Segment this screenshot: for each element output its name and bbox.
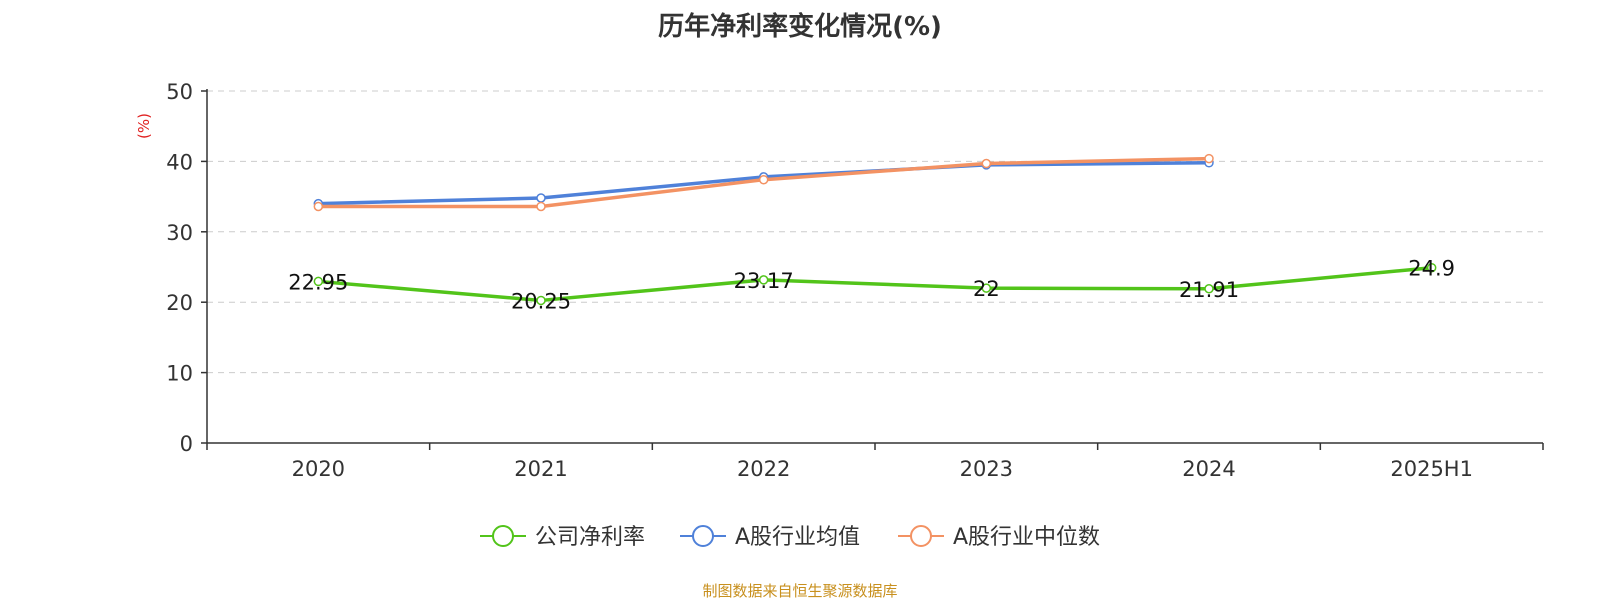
data-point <box>313 201 324 212</box>
data-point <box>1426 262 1437 273</box>
source-note: 制图数据来自恒生聚源数据库 <box>702 582 898 600</box>
grid-lines <box>207 90 1543 374</box>
data-label: 20.25 <box>511 289 571 313</box>
data-point <box>536 295 546 306</box>
x-tick-label: 2021 <box>514 457 567 481</box>
data-label: 21.91 <box>1179 278 1239 302</box>
legend-label: A股行业均值 <box>735 525 860 550</box>
legend-marker <box>910 525 932 547</box>
x-tick-label: 2020 <box>292 457 345 481</box>
data-point <box>313 276 324 287</box>
data-label: 23.17 <box>734 269 794 293</box>
data-point <box>758 174 769 185</box>
data-label: 22.95 <box>288 270 348 294</box>
axes: 0 10 20 30 40 50 2020 2021 2022 2023 2024 2025H1 (%) <box>135 80 1544 481</box>
data-point <box>1204 153 1214 164</box>
data-point <box>758 275 769 285</box>
data-label: 22 <box>973 277 1000 301</box>
x-tick-label: 2022 <box>737 457 790 481</box>
data-point <box>1204 284 1214 294</box>
legend-label: A股行业中位数 <box>953 525 1100 550</box>
legend-marker <box>492 525 514 547</box>
data-point <box>536 193 546 203</box>
x-tick-label: 2023 <box>960 457 1013 481</box>
data-label: 24.9 <box>1408 257 1455 281</box>
y-axis-label: (%) <box>135 113 153 139</box>
y-tick-label: 40 <box>166 150 193 174</box>
legend-marker <box>692 525 714 547</box>
y-tick-label: 10 <box>166 362 193 386</box>
data-point <box>981 158 992 169</box>
y-tick-label: 30 <box>166 221 193 245</box>
series-line <box>318 265 1432 303</box>
data-labels: 22.95 20.25 23.17 22 21.91 24.9 <box>288 257 1455 314</box>
chart-title: 历年净利率变化情况(%) <box>658 12 942 42</box>
y-tick-label: 50 <box>166 80 193 104</box>
data-point <box>536 201 546 212</box>
y-tick-label: 20 <box>166 291 193 315</box>
legend-label: 公司净利率 <box>535 525 645 550</box>
data-point <box>981 283 992 293</box>
x-tick-label: 2025H1 <box>1390 457 1473 481</box>
y-tick-label: 0 <box>180 432 193 456</box>
legend: 公司净利率 A股行业均值 A股行业中位数 <box>480 525 1100 550</box>
x-tick-label: 2024 <box>1182 457 1235 481</box>
series-lines <box>313 153 1437 306</box>
